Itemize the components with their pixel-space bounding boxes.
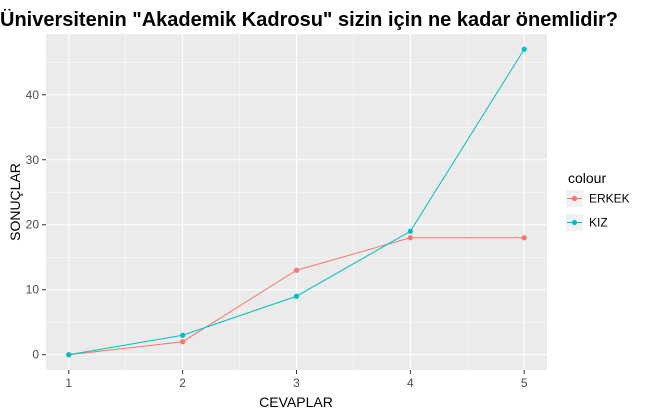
x-tick-label: 3 (293, 376, 300, 390)
x-tick-label: 1 (65, 376, 72, 390)
legend-key-point-erkek (571, 195, 578, 202)
data-point-kiz (66, 352, 72, 358)
axis-ticks (42, 94, 525, 374)
legend-label-kiz: KIZ (589, 216, 608, 230)
legend-title: colour (568, 170, 606, 186)
y-tick-labels: 0 10 20 30 40 (26, 88, 40, 362)
legend-keys: ERKEK KIZ (566, 190, 630, 231)
data-point-kiz (521, 46, 527, 52)
y-tick-label: 0 (32, 348, 39, 362)
y-tick-label: 20 (26, 218, 40, 232)
data-point-kiz (293, 293, 300, 299)
data-point-kiz (407, 228, 413, 234)
major-gridlines (46, 34, 547, 370)
data-point-erkek (407, 235, 413, 241)
series-points (66, 46, 527, 358)
x-axis-title: CEVAPLAR (259, 394, 333, 410)
x-tick-label: 5 (521, 376, 528, 390)
y-tick-label: 40 (26, 88, 40, 102)
x-tick-label: 2 (179, 376, 186, 390)
data-point-erkek (521, 235, 527, 241)
chart-title: Üniversitenin "Akademik Kadrosu" sizin i… (0, 9, 619, 31)
data-point-erkek (293, 267, 300, 273)
data-point-erkek (180, 339, 186, 345)
data-point-kiz (180, 332, 186, 338)
y-tick-label: 10 (26, 283, 40, 297)
y-tick-label: 30 (26, 153, 40, 167)
x-tick-label: 4 (407, 376, 414, 390)
x-tick-labels: 1 2 3 4 5 (65, 376, 527, 390)
legend-label-erkek: ERKEK (589, 192, 630, 206)
legend: colour ERKEK KIZ (566, 170, 630, 231)
y-axis-title: SONUÇLAR (7, 163, 23, 241)
legend-key-point-kiz (571, 219, 578, 226)
